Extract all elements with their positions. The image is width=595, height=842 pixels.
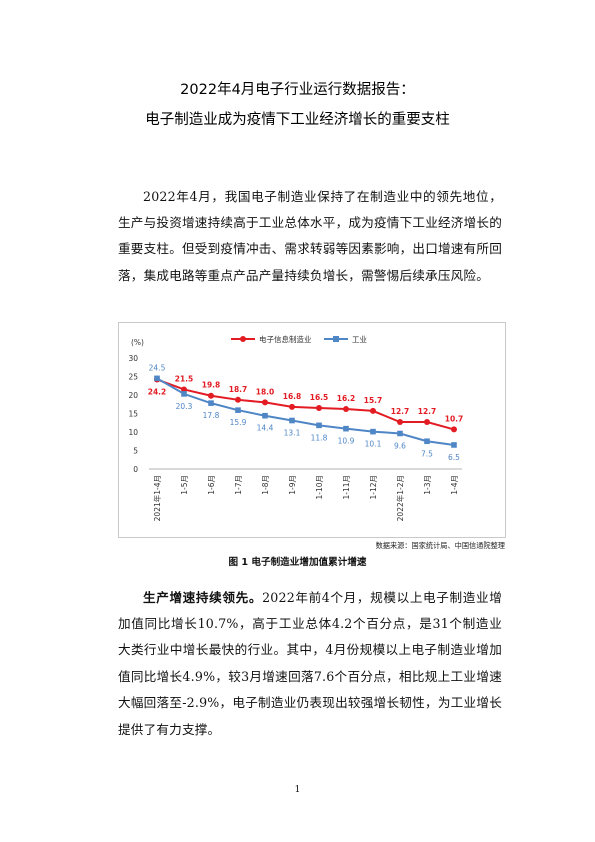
series-line [156,378,455,431]
data-point [181,391,187,397]
section-paragraph: 生产增速持续领先。2022年前4个月，规模以上电子制造业增加值同比增长10.7%… [118,585,502,743]
data-label: 15.9 [230,418,247,427]
data-point [424,419,430,426]
data-point [262,399,268,406]
data-label: 16.5 [310,393,329,402]
data-point [181,386,187,393]
section-lead: 生产增速持续领先。 [143,589,263,605]
y-tick-label: 0 [133,465,138,474]
data-point [397,419,403,426]
x-tick-label: 1-12月 [369,475,378,500]
x-tick-label: 1-10月 [315,475,324,500]
data-point [289,417,295,424]
data-label: 12.7 [418,407,437,416]
data-label: 14.4 [257,424,274,433]
chart-svg: (%) 0 5 10 15 20 25 30 2021年1-4月 1-5月 1-6月 1-7月 1-8月… [128,334,464,521]
x-tick-label: 1-6月 [207,475,216,495]
data-point [451,426,457,433]
data-point [343,425,349,432]
data-point [370,407,376,414]
legend-marker [333,336,339,342]
data-label: 6.5 [448,453,460,462]
data-label: 12.7 [391,407,410,416]
y-tick-label: 5 [133,447,138,456]
data-label: 16.2 [337,394,356,403]
x-tick-label: 2021年1-4月 [152,475,162,521]
data-point [289,403,295,410]
data-label: 15.7 [364,396,383,405]
intro-paragraph: 2022年4月，我国电子制造业保持了在制造业中的领先地位，生产与投资增速持续高于… [118,188,502,283]
x-tick-label: 1-3月 [423,475,432,495]
data-label: 24.2 [148,387,167,396]
y-tick-label: 10 [128,428,138,437]
data-label: 10.9 [338,437,355,446]
data-point [424,438,430,445]
section-body: 2022年前4个月，规模以上电子制造业增加值同比增长10.7%，高于工业总体4.… [118,589,502,737]
data-label: 7.5 [421,449,433,458]
x-tick-label: 1-9月 [288,475,297,495]
data-label: 11.8 [311,433,328,442]
data-point [451,442,457,448]
data-point [370,428,376,435]
y-unit-label: (%) [131,338,144,347]
figure-caption: 图 1 电子制造业增加值累计增速 [228,557,367,568]
data-point [235,396,241,403]
x-tick-label: 1-5月 [180,475,189,495]
legend-marker [240,336,246,342]
data-label: 18.0 [256,387,275,396]
x-tick-label: 1-8月 [261,475,270,495]
data-point [208,400,214,406]
y-tick-label: 20 [128,391,138,400]
x-tick-label: 1-7月 [234,475,243,495]
data-label: 16.8 [283,392,302,401]
data-label: 17.8 [203,411,220,420]
report-title-line1: 2022年4月电子行业运行数据报告： [180,82,415,98]
data-label: 21.5 [175,374,194,383]
legend-label: 电子信息制造业 [259,334,312,344]
data-label: 18.7 [229,385,248,394]
data-label: 13.1 [284,429,301,438]
data-point [154,375,160,382]
data-point [397,430,403,437]
y-tick-label: 30 [128,354,138,363]
data-label: 20.3 [176,402,193,411]
growth-chart: (%) 0 5 10 15 20 25 30 2021年1-4月 1-5月 1-6月 1-7月 1-8月… [118,322,506,538]
x-tick-label: 2022年1-2月 [395,475,405,521]
data-point [235,407,241,413]
data-label: 24.5 [149,363,166,372]
series-line [156,377,455,446]
data-point [208,392,214,399]
data-point [316,422,322,429]
data-label: 10.7 [445,414,464,423]
data-label: 10.1 [365,440,382,449]
y-tick-label: 25 [128,373,138,382]
data-point [316,404,322,411]
legend-label: 工业 [352,334,367,344]
data-label: 19.8 [202,381,221,390]
y-tick-label: 15 [128,410,138,419]
data-source-note: 数据来源：国家统计局、中国信通院整理 [375,541,505,550]
data-point [262,412,268,419]
x-tick-label: 1-11月 [342,475,351,500]
data-label: 9.6 [394,441,406,450]
report-title-line2: 电子制造业成为疫情下工业经济增长的重要支柱 [145,112,450,128]
x-tick-label: 1-4月 [450,475,459,495]
page-number: 1 [294,785,301,795]
data-point [343,406,349,413]
